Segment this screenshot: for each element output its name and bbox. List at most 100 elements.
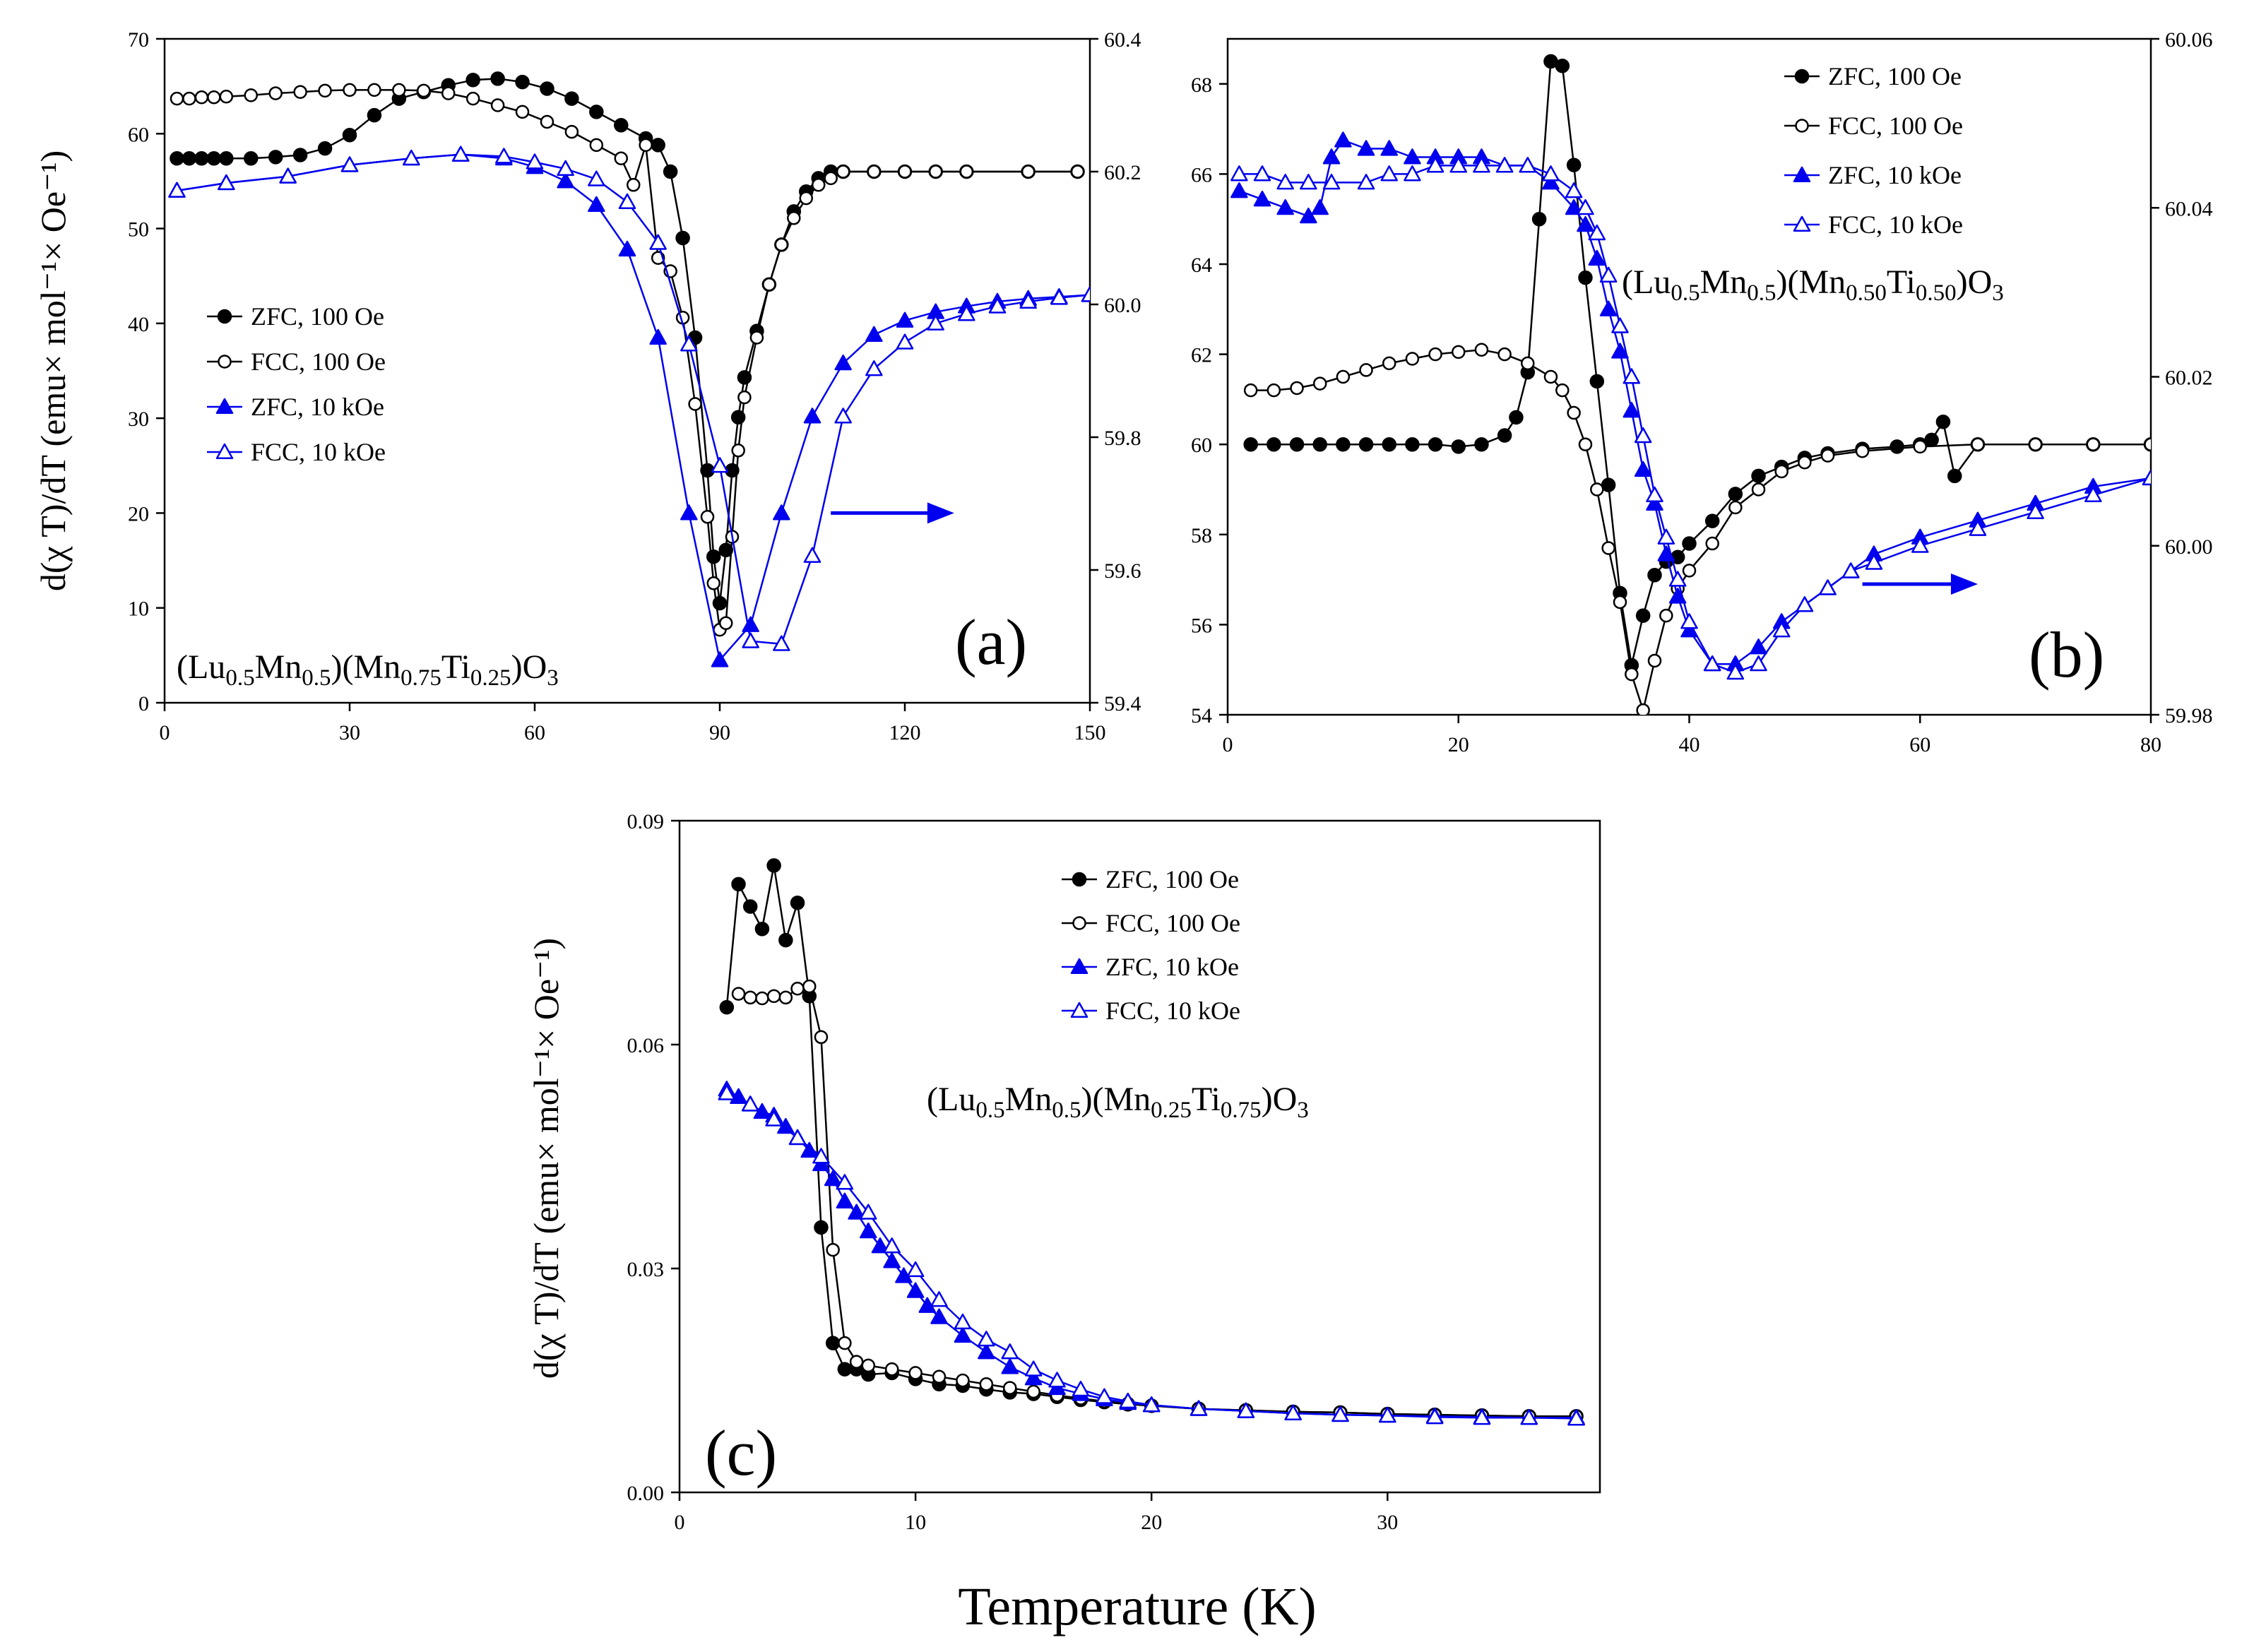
panel-label: (b) xyxy=(2029,619,2104,691)
panel-label: (a) xyxy=(955,606,1027,678)
y-axis-title: d(χ T)/dT (emu× mol⁻¹× Oe⁻¹) xyxy=(33,150,73,591)
data-point-2 xyxy=(1300,207,1317,224)
data-point-2 xyxy=(865,326,883,343)
data-point-0 xyxy=(1682,536,1697,551)
y2-tick-label: 60.04 xyxy=(2165,197,2213,220)
data-point-3 xyxy=(1911,537,1929,553)
data-point-1 xyxy=(688,397,702,411)
formula-part: (Lu xyxy=(177,648,225,686)
data-point-1 xyxy=(1578,437,1593,451)
y-tick-label: 0.03 xyxy=(627,1258,665,1281)
data-point-3 xyxy=(1284,1404,1302,1421)
arrow-head-icon xyxy=(1950,573,1978,595)
data-point-1 xyxy=(1728,500,1743,515)
data-point-2 xyxy=(848,1204,865,1220)
y-tick-label: 0.00 xyxy=(627,1482,665,1505)
data-point-1 xyxy=(1855,444,1870,458)
y2-tick-label: 60.02 xyxy=(2165,367,2213,390)
data-point-1 xyxy=(1971,437,1985,451)
legend-label: FCC, 100 Oe xyxy=(251,347,386,376)
data-point-3 xyxy=(896,333,914,350)
data-point-0 xyxy=(292,148,308,162)
data-point-2 xyxy=(1588,249,1606,266)
data-point-2 xyxy=(1357,140,1375,156)
data-point-3 xyxy=(1668,571,1687,587)
data-point-3 xyxy=(1404,165,1421,182)
data-point-3 xyxy=(1048,1372,1066,1388)
data-point-0 xyxy=(219,150,234,166)
data-point-1 xyxy=(799,191,814,206)
y2-tick-label: 59.4 xyxy=(1104,692,1141,715)
data-point-3 xyxy=(1865,554,1883,570)
series-line-1 xyxy=(1250,348,2151,711)
data-point-1 xyxy=(1497,347,1512,362)
data-point-3 xyxy=(1072,1380,1090,1397)
y2-tick-label: 60.4 xyxy=(1104,28,1141,52)
formula-subscript: 0.5 xyxy=(225,665,254,691)
y-tick-label: 0.06 xyxy=(627,1034,665,1057)
data-point-3 xyxy=(1190,1400,1208,1416)
data-point-3 xyxy=(1657,528,1675,545)
data-point-1 xyxy=(392,83,406,97)
data-point-1 xyxy=(1474,343,1489,357)
data-point-1 xyxy=(2086,437,2101,451)
data-point-3 xyxy=(1426,157,1445,173)
formula-part: )O xyxy=(511,648,547,686)
y-tick-label: 64 xyxy=(1191,254,1212,277)
data-point-2 xyxy=(1276,199,1294,215)
data-point-3 xyxy=(1081,286,1090,302)
formula-subscript: 3 xyxy=(1297,1098,1309,1123)
data-point-1 xyxy=(861,1358,876,1373)
series-line-3 xyxy=(726,1092,1577,1420)
x-tick-label: 30 xyxy=(339,721,360,744)
data-point-1 xyxy=(1002,1381,1017,1395)
data-point-0 xyxy=(1751,468,1766,484)
data-point-0 xyxy=(814,1220,829,1235)
data-point-0 xyxy=(675,230,690,246)
x-tick-label: 60 xyxy=(1909,733,1930,756)
legend-marker xyxy=(1793,215,1811,232)
data-point-2 xyxy=(1599,300,1618,316)
data-point-0 xyxy=(1451,439,1466,454)
data-point-1 xyxy=(2144,437,2151,451)
y-tick-label: 66 xyxy=(1191,163,1212,186)
formula-part: Mn xyxy=(1700,263,1748,301)
data-point-0 xyxy=(766,858,781,873)
formula-part: Mn xyxy=(255,648,302,686)
data-point-1 xyxy=(540,114,554,129)
data-point-1 xyxy=(737,390,752,405)
data-point-1 xyxy=(417,83,431,98)
data-point-3 xyxy=(557,160,574,177)
data-point-0 xyxy=(182,150,197,166)
data-point-1 xyxy=(814,1030,829,1045)
data-point-2 xyxy=(906,1282,925,1298)
data-point-3 xyxy=(495,148,513,164)
data-point-0 xyxy=(540,81,554,96)
data-point-0 xyxy=(1312,436,1327,452)
formula-part: )(Mn xyxy=(1776,263,1846,301)
x-tick-label: 120 xyxy=(889,721,921,744)
formula-part: )O xyxy=(1957,263,1993,301)
data-point-3 xyxy=(618,193,636,210)
data-point-0 xyxy=(1566,158,1582,172)
data-point-1 xyxy=(731,444,745,458)
data-point-0 xyxy=(342,128,357,143)
data-point-3 xyxy=(1380,165,1398,182)
data-point-2 xyxy=(1322,148,1341,165)
data-point-1 xyxy=(268,86,283,100)
data-point-1 xyxy=(1026,1384,1040,1399)
data-point-3 xyxy=(1588,224,1606,241)
data-point-1 xyxy=(1798,455,1812,470)
data-point-1 xyxy=(838,1336,852,1350)
data-point-0 xyxy=(663,164,678,179)
y-tick-label: 40 xyxy=(128,313,149,336)
y-tick-label: 70 xyxy=(128,28,149,52)
data-point-1 xyxy=(979,1377,994,1391)
data-point-0 xyxy=(268,150,283,165)
data-point-3 xyxy=(803,547,821,563)
data-point-3 xyxy=(1819,579,1837,595)
data-point-0 xyxy=(206,150,222,166)
data-point-0 xyxy=(1555,59,1570,73)
data-point-2 xyxy=(1001,1358,1019,1374)
